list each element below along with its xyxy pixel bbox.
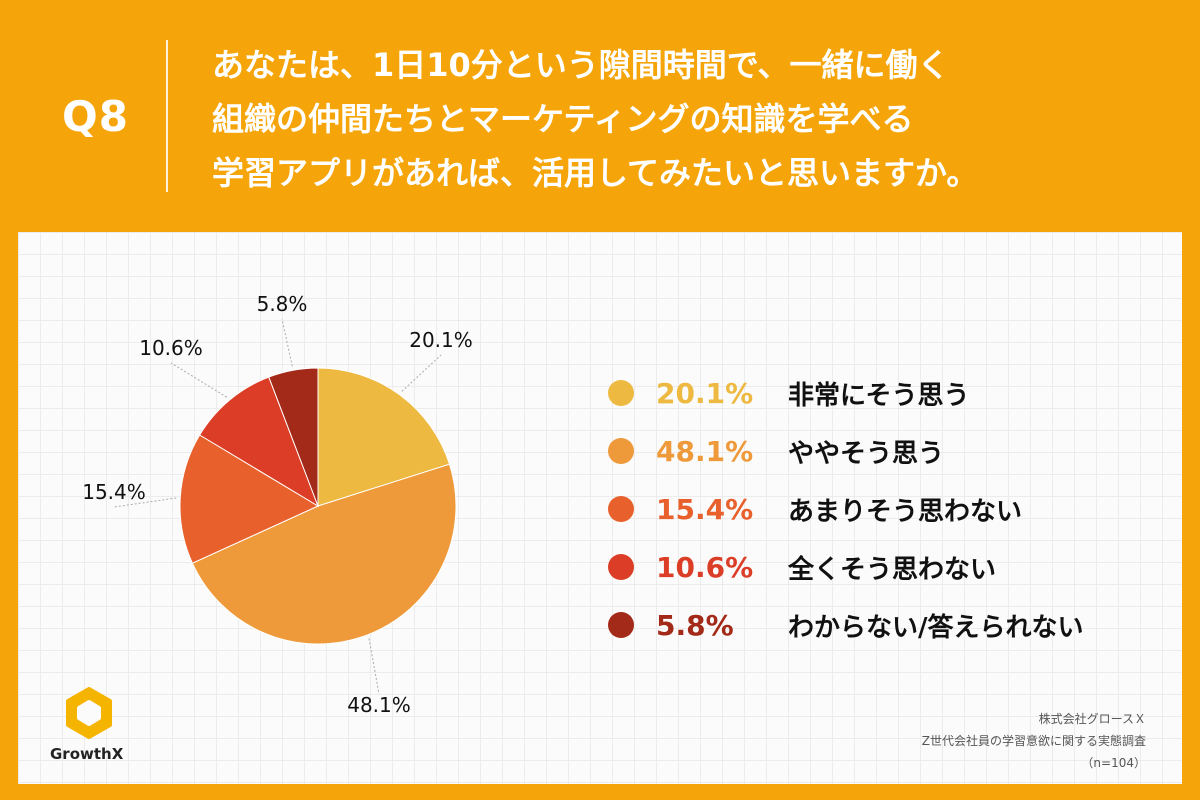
legend-item: 5.8% わからない/答えられない — [608, 596, 1084, 654]
legend-percent: 15.4% — [656, 492, 754, 526]
question-header: Q8 あなたは、1日10分という隙間時間で、一緒に働く 組織の仲間たちとマーケテ… — [0, 0, 1200, 232]
leader-line — [113, 497, 177, 508]
leader-line — [401, 354, 442, 392]
slice-data-label: 10.6% — [139, 336, 203, 360]
growthx-logo: GrowthX — [50, 687, 150, 763]
legend-item: 15.4% あまりそう思わない — [608, 480, 1084, 538]
question-line: 組織の仲間たちとマーケティングの知識を学べる — [212, 100, 914, 138]
slice-data-label: 5.8% — [257, 292, 308, 316]
legend-swatch — [608, 496, 634, 522]
legend-percent: 10.6% — [656, 550, 754, 584]
pie-slice — [191, 463, 457, 645]
legend-item: 20.1% 非常にそう思う — [608, 364, 1084, 422]
source-note: 株式会社グロースＸ Z世代会社員の学習意欲に関する実態調査 （n=104） — [922, 708, 1146, 774]
question-line: あなたは、1日10分という隙間時間で、一緒に働く — [212, 46, 950, 84]
leader-line — [281, 318, 293, 367]
slice-data-label: 20.1% — [409, 328, 473, 352]
logo-text: GrowthX — [50, 745, 124, 763]
pie-slice — [317, 367, 451, 507]
pie-slice — [179, 434, 320, 564]
legend-swatch — [608, 612, 634, 638]
slice-data-label: 48.1% — [347, 693, 411, 717]
legend-label: ややそう思う — [788, 438, 945, 469]
leader-line — [170, 362, 228, 398]
header-divider — [166, 40, 168, 192]
slice-data-label: 15.4% — [82, 480, 146, 504]
legend-item: 48.1% ややそう思う — [608, 422, 1084, 480]
pie-chart: 20.1% 48.1% 15.4% 10.6% 5.8% — [82, 292, 473, 717]
source-company: 株式会社グロースＸ — [1038, 712, 1146, 726]
leader-line — [368, 638, 380, 695]
legend-label: 非常にそう思う — [788, 380, 970, 411]
pie-slice — [198, 376, 319, 508]
chart-card: 20.1% 48.1% 15.4% 10.6% 5.8% 20.1% 非常にそう思う 4… — [18, 232, 1182, 784]
question-text: あなたは、1日10分という隙間時間で、一緒に働く 組織の仲間たちとマーケティング… — [212, 38, 1172, 200]
legend-label: あまりそう思わない — [788, 496, 1023, 527]
question-number: Q8 — [62, 92, 129, 141]
legend-percent: 20.1% — [656, 376, 754, 410]
hexagon-ring-icon — [66, 687, 112, 739]
legend: 20.1% 非常にそう思う 48.1% ややそう思う 15.4% あまりそう思わ… — [608, 364, 1084, 654]
legend-percent: 5.8% — [656, 608, 734, 642]
legend-swatch — [608, 554, 634, 580]
legend-label: 全くそう思わない — [788, 554, 997, 585]
source-sample: （n=104） — [1081, 756, 1146, 770]
legend-swatch — [608, 380, 634, 406]
legend-label: わからない/答えられない — [788, 612, 1084, 643]
pie-slice — [268, 367, 319, 507]
question-line: 学習アプリがあれば、活用してみたいと思いますか。 — [212, 154, 979, 192]
legend-percent: 48.1% — [656, 434, 754, 468]
legend-swatch — [608, 438, 634, 464]
source-survey: Z世代会社員の学習意欲に関する実態調査 — [921, 734, 1146, 748]
legend-item: 10.6% 全くそう思わない — [608, 538, 1084, 596]
